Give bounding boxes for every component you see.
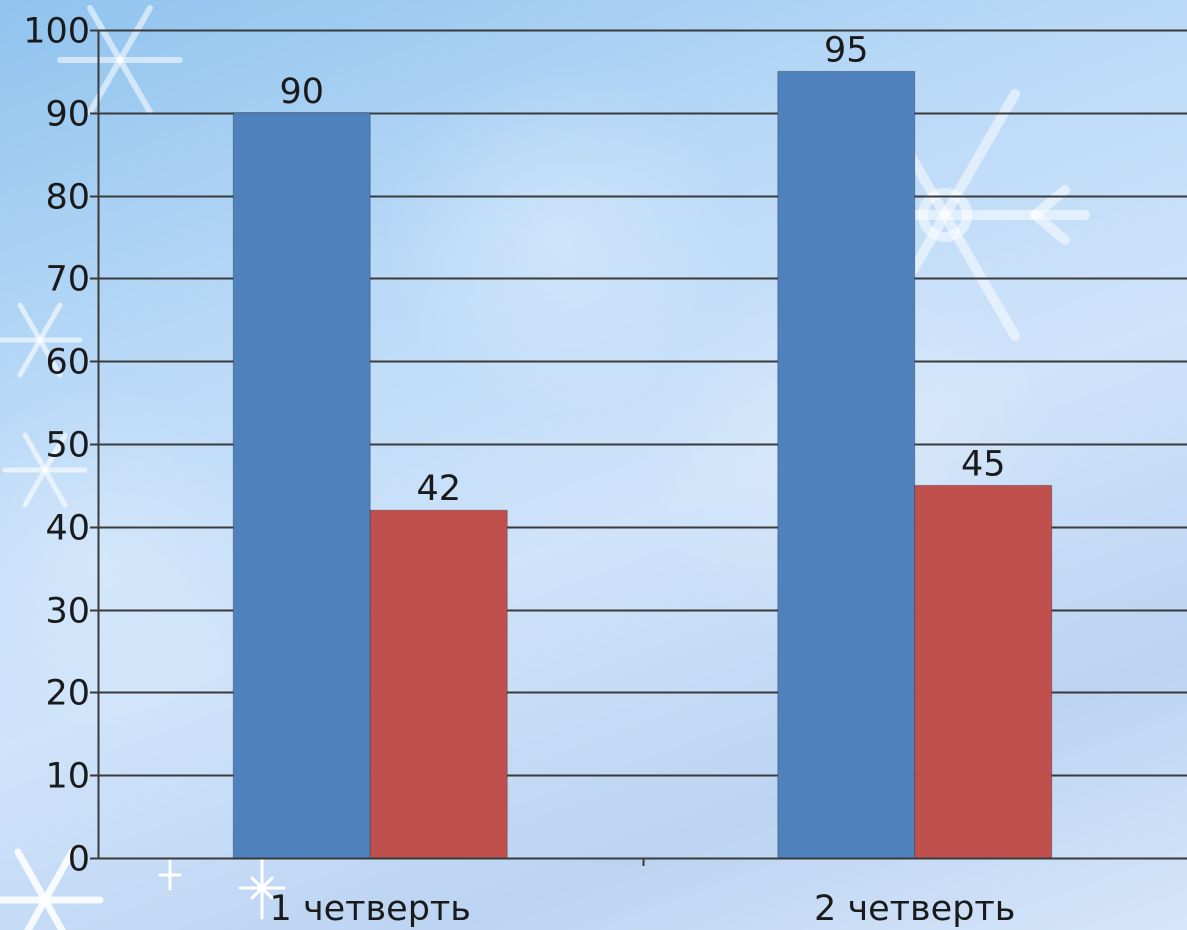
x-category-label: 2 четверть [814,889,1015,929]
y-tick-label: 80 [45,178,90,218]
snowflake-icon [57,5,183,115]
axes: 0 10 20 30 40 50 60 70 80 90 100 1 четверть 2 четвер… [23,12,1187,929]
y-tick-label: 100 [23,12,90,52]
data-label: 90 [279,72,324,112]
y-tick-label: 60 [45,343,90,383]
bar-2-1 [777,70,916,859]
y-tick-label: 40 [45,509,90,549]
bar-1-1 [232,112,371,859]
y-tick-label: 0 [68,840,90,880]
data-label: 42 [416,469,461,509]
sparkle-icon [158,856,286,920]
y-tick-label: 30 [45,592,90,632]
x-category-label: 1 четверть [270,889,471,929]
y-tick-label: 90 [45,95,90,135]
y-tick-label: 50 [45,426,90,466]
y-tick-label: 20 [45,674,90,714]
y-tick-label: 10 [45,757,90,797]
y-tick-label: 70 [45,260,90,300]
data-label: 95 [824,30,869,70]
data-label: 45 [961,444,1006,484]
bars [232,70,1053,859]
data-labels: 90 42 95 45 [279,30,1005,509]
bar-2-2 [914,484,1053,859]
bar-1-2 [369,509,508,859]
snowflake-icon [0,848,104,930]
